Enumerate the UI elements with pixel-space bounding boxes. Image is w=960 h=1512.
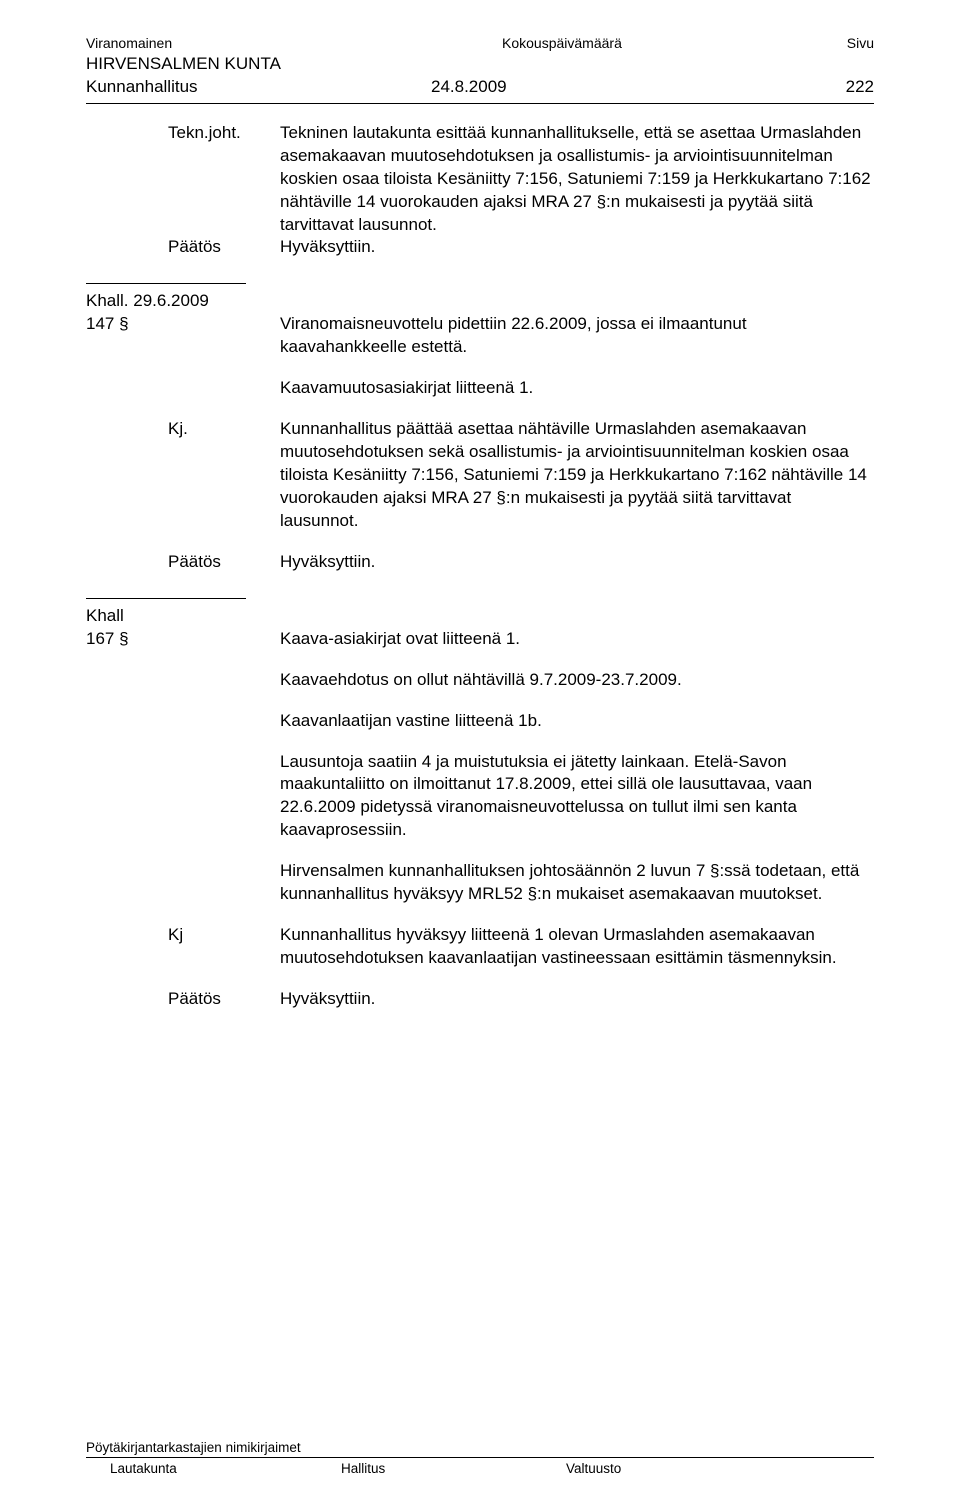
section-1: Tekn.joht. Tekninen lautakunta esittää k… <box>168 122 874 260</box>
section-2: Khall. 29.6.2009 147 § Viranomaisneuvott… <box>86 290 874 573</box>
attachment-note-1: Kaavamuutosasiakirjat liitteenä 1. <box>280 377 874 400</box>
section-3-heading: Khall <box>86 605 874 628</box>
signatures-label: Pöytäkirjantarkastajien nimikirjaimet <box>86 1439 874 1457</box>
authority-label: Viranomainen <box>86 34 172 53</box>
para-167-5: Hirvensalmen kunnanhallituksen johtosään… <box>280 860 874 906</box>
header-labels-row: Viranomainen Kokouspäivämäärä Sivu <box>86 34 874 53</box>
page-label: Sivu <box>847 34 874 53</box>
section-3-divider <box>86 598 246 599</box>
decision-label-167: Päätös <box>168 988 280 1011</box>
document-header: Viranomainen Kokouspäivämäärä Sivu HIRVE… <box>86 34 874 104</box>
kj-text-167: Kunnanhallitus hyväksyy liitteenä 1 olev… <box>280 924 874 970</box>
kj-text-147: Kunnanhallitus päättää asettaa nähtävill… <box>280 418 874 533</box>
header-values-row: Kunnanhallitus 24.8.2009 222 <box>86 76 874 99</box>
decision-label-147: Päätös <box>168 551 280 574</box>
para-167-2: Kaavaehdotus on ollut nähtävillä 9.7.200… <box>280 669 874 692</box>
kj-label-147: Kj. <box>168 418 280 533</box>
board-name: Kunnanhallitus <box>86 76 431 99</box>
item-167-text: Kaava-asiakirjat ovat liitteenä 1. <box>280 628 874 651</box>
decision-text-167: Hyväksyttiin. <box>280 988 874 1011</box>
page-number: 222 <box>751 76 874 99</box>
decision-text-1: Hyväksyttiin. <box>280 236 874 259</box>
kj-block-147: Kj. Kunnanhallitus päättää asettaa nähtä… <box>168 418 874 533</box>
item-147-text: Viranomaisneuvottelu pidettiin 22.6.2009… <box>280 313 874 359</box>
kj-label-167: Kj <box>168 924 280 970</box>
decision-block-167: Päätös Hyväksyttiin. <box>168 988 874 1011</box>
decision-label-1: Päätös <box>168 236 280 259</box>
section-3: Khall 167 § Kaava-asiakirjat ovat liitte… <box>86 605 874 1011</box>
footer-col-hallitus: Hallitus <box>281 1460 506 1478</box>
item-147-row: 147 § Viranomaisneuvottelu pidettiin 22.… <box>86 313 874 359</box>
item-147-number: 147 § <box>86 313 280 359</box>
para-167-3: Kaavanlaatijan vastine liitteenä 1b. <box>280 710 874 733</box>
footer-columns: Lautakunta Hallitus Valtuusto <box>86 1457 874 1478</box>
item-167-number: 167 § <box>86 628 280 651</box>
meeting-date: 24.8.2009 <box>431 76 751 99</box>
kj-block-167: Kj Kunnanhallitus hyväksyy liitteenä 1 o… <box>168 924 874 970</box>
decision-block-147: Päätös Hyväksyttiin. <box>168 551 874 574</box>
tech-director-text: Tekninen lautakunta esittää kunnanhallit… <box>280 122 874 237</box>
section-2-heading: Khall. 29.6.2009 <box>86 290 874 313</box>
para-167-4: Lausuntoja saatiin 4 ja muistutuksia ei … <box>280 751 874 843</box>
decision-block-1: Päätös Hyväksyttiin. <box>168 236 874 259</box>
document-footer: Pöytäkirjantarkastajien nimikirjaimet La… <box>86 1439 874 1478</box>
footer-col-valtuusto: Valtuusto <box>506 1460 874 1478</box>
municipality-name: HIRVENSALMEN KUNTA <box>86 53 874 76</box>
section-2-divider <box>86 283 246 284</box>
header-divider <box>86 103 874 104</box>
tech-director-block: Tekn.joht. Tekninen lautakunta esittää k… <box>168 122 874 237</box>
meeting-date-label: Kokouspäivämäärä <box>502 34 622 53</box>
item-167-row: 167 § Kaava-asiakirjat ovat liitteenä 1. <box>86 628 874 651</box>
footer-col-lautakunta: Lautakunta <box>86 1460 281 1478</box>
tech-director-label: Tekn.joht. <box>168 122 280 237</box>
decision-text-147: Hyväksyttiin. <box>280 551 874 574</box>
